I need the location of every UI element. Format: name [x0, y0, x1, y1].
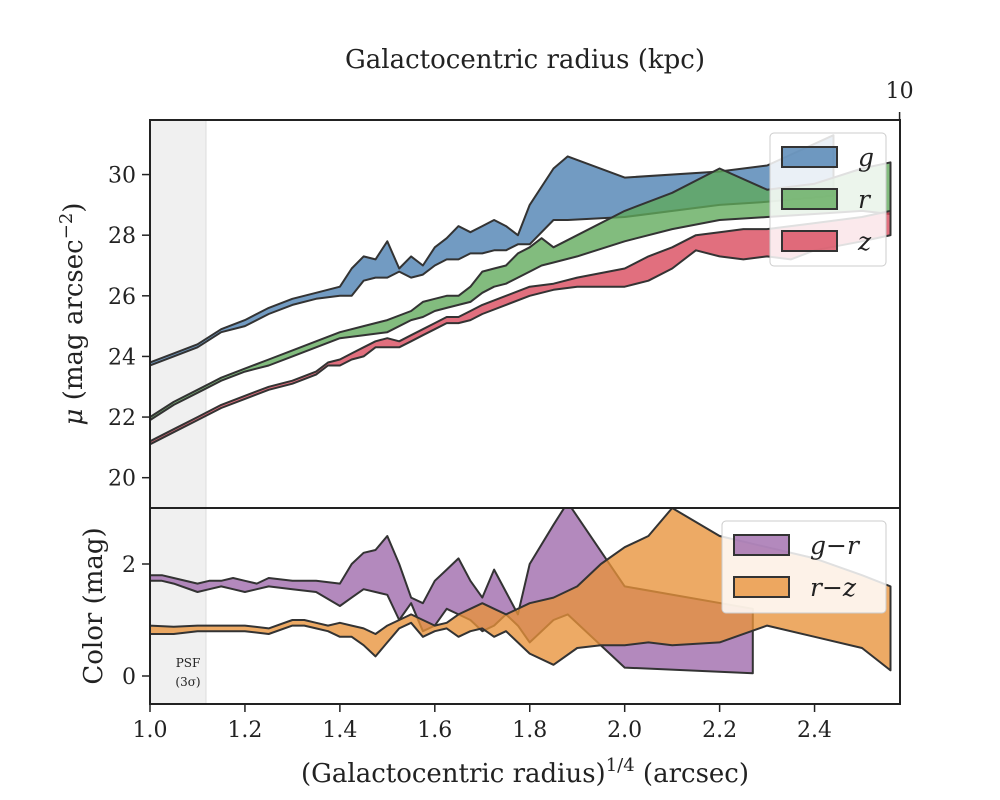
y-tick-label: 20 — [108, 467, 136, 492]
x-axis-title-exponent: 1/4 — [606, 755, 635, 776]
y-axis-title-symbol: μ — [59, 409, 89, 426]
y-axis-title-brightness: μ (mag arcsec−2) — [56, 203, 89, 426]
y-tick-label: 28 — [108, 224, 136, 249]
x-tick-label: 1.8 — [512, 718, 547, 743]
legend-swatch-g — [781, 146, 838, 168]
y-tick-label: 24 — [108, 345, 136, 370]
x-axis-title-unit: (arcsec) — [635, 759, 749, 789]
y-axis-title-text: (mag arcsec — [59, 239, 89, 408]
x-tick-label: 2.4 — [797, 718, 832, 743]
y-tick-label: 0 — [122, 665, 136, 690]
legend: g−r r−z — [721, 520, 887, 614]
psf-region — [150, 508, 207, 704]
x-tick-label: 1.2 — [227, 718, 262, 743]
psf-label-sigma: (3σ) — [175, 675, 200, 689]
psf-label: PSF — [176, 656, 201, 670]
bottom-panel-frame — [149, 507, 901, 705]
legend-swatch-gr — [733, 534, 790, 556]
surface-brightness-panel: 2022242628301020305075100150200Galactoce… — [56, 45, 914, 509]
y-axis-title-end: ) — [59, 203, 89, 213]
x-tick-label: 1.4 — [322, 718, 357, 743]
y-tick-label: 26 — [108, 285, 136, 310]
legend-label-g: g — [858, 143, 874, 172]
top-axis-title: Galactocentric radius (kpc) — [345, 45, 705, 75]
x-axis-title-text: (Galactocentric radius) — [301, 759, 606, 789]
psf-region — [150, 120, 207, 508]
legend-swatch-r — [781, 188, 838, 210]
legend-label-r: r — [858, 185, 872, 214]
series-layer — [150, 508, 892, 704]
x-tick-label: 1.0 — [133, 718, 168, 743]
color-profile-panel: PSF (3σ) 0 2 1.0 1.2 1.4 1.6 1.8 2.0 2.2 2.4 Color (… — [79, 507, 901, 789]
legend-label-z: z — [857, 227, 872, 256]
x-tick-label: 2.0 — [607, 718, 642, 743]
legend-label-rz: r−z — [810, 573, 857, 602]
x-tick-label: 2.2 — [702, 718, 737, 743]
series-band-rz — [150, 508, 892, 672]
legend: grz — [769, 132, 887, 267]
y-tick-label: 2 — [122, 553, 136, 578]
y-tick-label: 22 — [108, 406, 136, 431]
y-axis-title-color: Color (mag) — [79, 527, 109, 684]
legend-swatch-z — [781, 230, 838, 252]
top-x-tick-label: 10 — [886, 79, 914, 104]
y-tick-label: 30 — [108, 164, 136, 189]
legend-swatch-rz — [733, 576, 790, 598]
y-axis-title-exponent: −2 — [56, 213, 77, 240]
x-tick-label: 1.6 — [417, 718, 452, 743]
legend-label-gr: g−r — [810, 531, 861, 560]
x-axis-title: (Galactocentric radius)1/4 (arcsec) — [301, 755, 749, 789]
